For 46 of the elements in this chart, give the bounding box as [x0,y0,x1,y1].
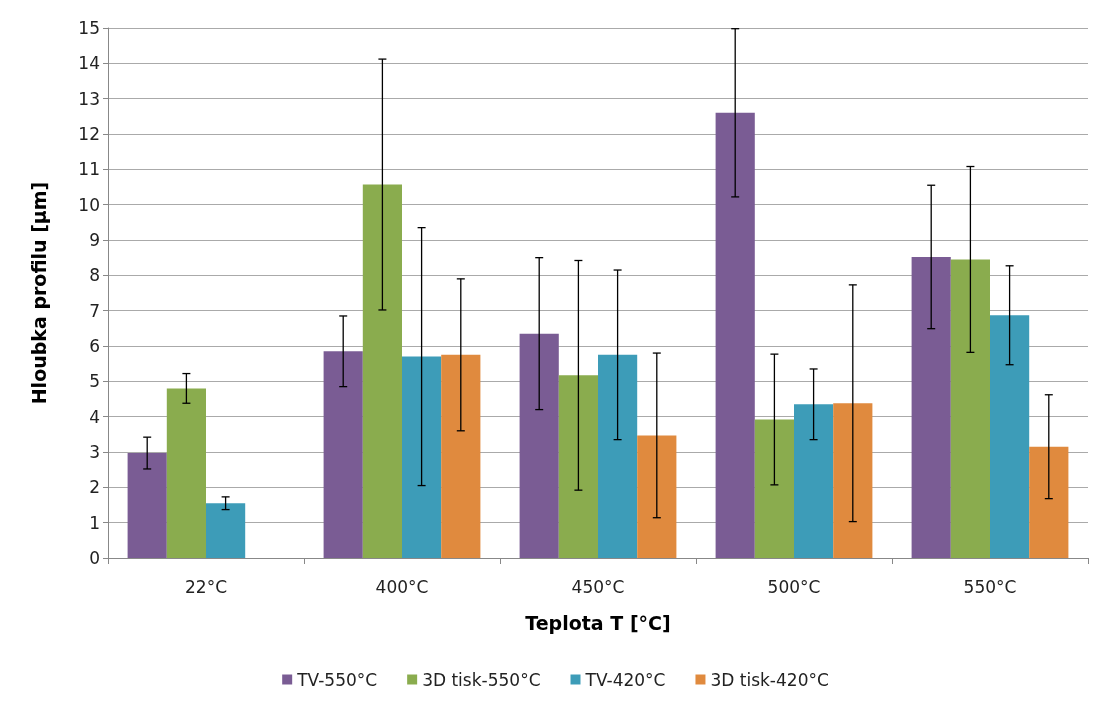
x-tick-label: 500°C [767,576,821,597]
y-tick-label: 2 [89,477,100,498]
y-tick-label: 13 [78,88,100,109]
bar [637,435,677,558]
y-tick-label: 12 [78,124,100,144]
bar [166,388,206,558]
bar [598,354,638,558]
bar [519,333,559,558]
y-tick-label: 9 [89,230,100,250]
bar [754,419,794,558]
y-tick-label: 6 [89,336,100,356]
y-tick-label: 10 [78,194,100,215]
bar [911,256,951,558]
legend-label: TV-420°C [584,669,666,690]
y-tick-label: 3 [89,442,100,462]
legend-label: TV-550°C [296,669,378,690]
bar [206,503,246,558]
y-tick-label: 11 [78,159,100,180]
bar [794,404,834,558]
bar [833,403,873,558]
x-axis-title: Teplota T [°C] [525,611,671,634]
bar [362,184,402,558]
bar [441,354,481,558]
bar [558,375,598,558]
legend-label: 3D tisk-550°C [422,669,541,690]
bar [1029,446,1069,558]
y-axis-title: Hloubka profilu [µm] [27,181,50,405]
y-tick-label: 8 [89,265,100,286]
x-tick-label: 550°C [963,576,1017,597]
y-tick-label: 0 [89,548,100,568]
y-tick-label: 4 [89,406,100,427]
y-tick-label: 1 [89,512,100,533]
y-tick-label: 14 [78,53,100,74]
x-tick-label: 22°C [184,576,228,597]
bar [402,356,442,558]
bar [990,315,1030,558]
y-tick-label: 15 [78,18,100,38]
x-tick-label: 450°C [571,576,625,597]
bar [127,453,167,558]
bar [323,351,363,558]
y-tick-label: 7 [89,300,100,321]
x-tick-label: 400°C [375,576,429,597]
bar [715,112,755,558]
bar [950,259,990,558]
y-tick-label: 5 [89,371,100,392]
legend-label: 3D tisk-420°C [710,669,829,690]
